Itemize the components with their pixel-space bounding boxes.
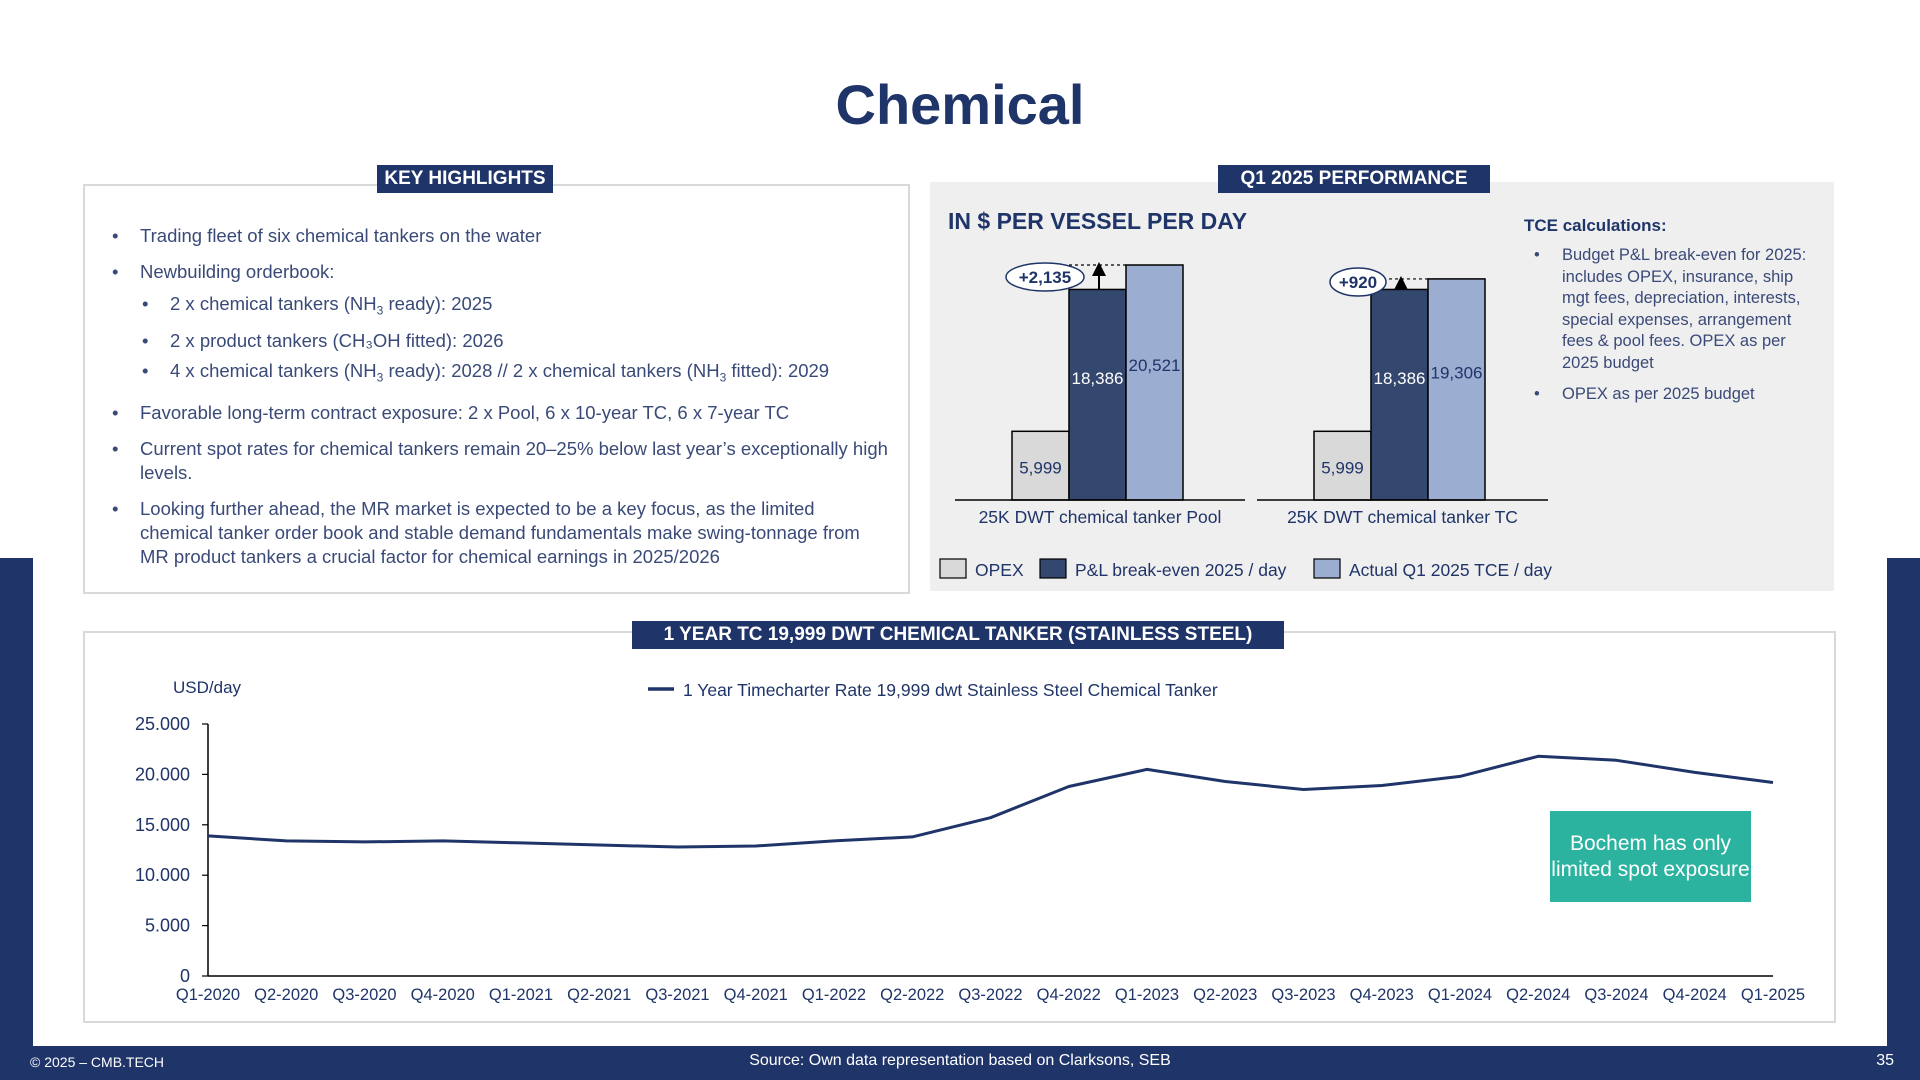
highlight-item: Looking further ahead, the MR market is … (110, 497, 890, 569)
tce-notes: Budget P&L break-even for 2025: includes… (1534, 245, 1814, 416)
highlight-item: Trading fleet of six chemical tankers on… (110, 224, 890, 248)
highlight-item: Current spot rates for chemical tankers … (110, 437, 890, 485)
highlight-subitem: 4 x chemical tankers (NH3 ready): 2028 /… (140, 359, 890, 390)
highlight-item: Newbuilding orderbook: (110, 260, 890, 284)
page-title: Chemical (835, 73, 1085, 136)
performance-header: Q1 2025 PERFORMANCE (1218, 165, 1490, 193)
highlight-subitem: 2 x product tankers (CH₃OH fitted): 2026 (140, 329, 890, 353)
highlight-subitem: 2 x chemical tankers (NH3 ready): 2025 (140, 292, 890, 323)
page-number: 35 (1876, 1052, 1894, 1069)
performance-subtitle: IN $ PER VESSEL PER DAY (948, 208, 1248, 234)
tce-note: OPEX as per 2025 budget (1534, 384, 1814, 406)
tce-note: Budget P&L break-even for 2025: includes… (1534, 245, 1814, 374)
highlights-header: KEY HIGHLIGHTS (377, 165, 553, 193)
tce-title: TCE calculations: (1524, 216, 1667, 235)
copyright: © 2025 – CMB.TECH (30, 1054, 165, 1070)
spot-exposure-callout: Bochem has only limited spot exposure (1550, 811, 1751, 902)
tc-chart-header: 1 YEAR TC 19,999 DWT CHEMICAL TANKER (ST… (632, 621, 1284, 649)
source-note: Source: Own data representation based on… (749, 1052, 1171, 1069)
highlights-list: Trading fleet of six chemical tankers on… (110, 224, 890, 581)
highlight-item: Favorable long-term contract exposure: 2… (110, 401, 890, 425)
